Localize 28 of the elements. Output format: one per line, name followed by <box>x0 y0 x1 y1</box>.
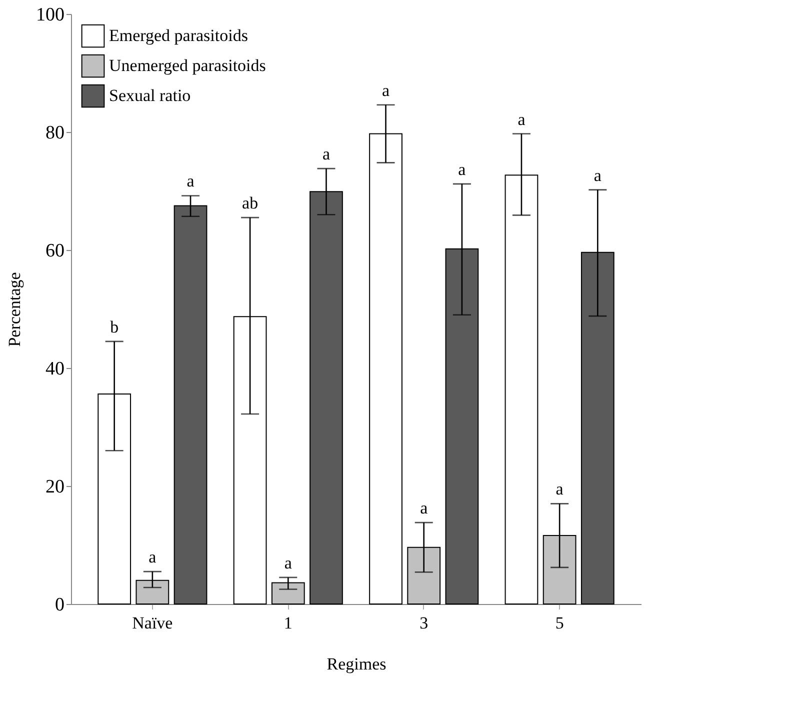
y-tick-label: 100 <box>36 4 64 26</box>
x-tick-label: Naïve <box>132 614 173 632</box>
x-tick-label: 5 <box>555 614 564 632</box>
legend-label: Emerged parasitoids <box>109 26 248 45</box>
annotation: a <box>382 80 390 100</box>
annotation: a <box>420 498 428 518</box>
y-tick-label: 60 <box>46 240 64 262</box>
annotation: a <box>458 160 466 179</box>
y-tick-label: 80 <box>46 122 64 144</box>
annotation: a <box>594 166 602 185</box>
annotation: ab <box>242 194 258 213</box>
legend-label: Unemerged parasitoids <box>109 56 266 75</box>
y-tick-label: 40 <box>46 358 64 380</box>
x-tick-label: 3 <box>420 614 428 632</box>
annotation: a <box>186 172 195 191</box>
y-tick-label: 20 <box>46 476 64 498</box>
x-axis-title: Regimes <box>326 654 386 674</box>
annotation: a <box>518 110 526 129</box>
y-axis-title: Percentage <box>5 272 24 347</box>
annotation: a <box>556 480 564 499</box>
annotation: b <box>110 317 119 336</box>
annotation: a <box>284 553 292 572</box>
legend-label: Sexual ratio <box>109 86 191 105</box>
x-tick-label: 1 <box>284 614 292 632</box>
annotation: a <box>148 548 157 567</box>
y-tick-label: 0 <box>55 594 64 616</box>
bar <box>271 582 305 604</box>
annotation: a <box>322 144 330 164</box>
